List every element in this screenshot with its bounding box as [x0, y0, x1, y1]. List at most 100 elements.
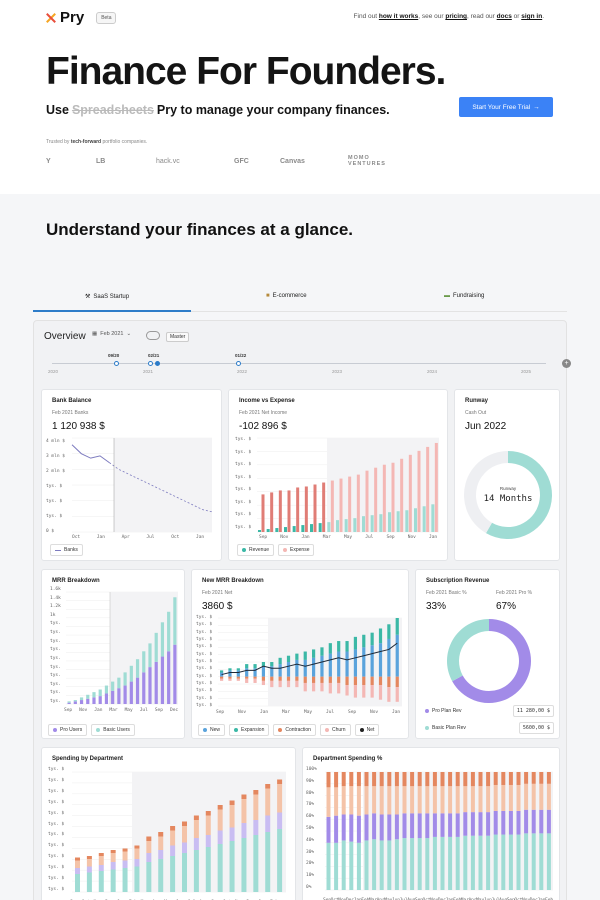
y-tick-label: tys. $ — [48, 821, 65, 827]
subscription-revenue-card: Subscription Revenue Feb 2021 Basic % Fe… — [415, 569, 560, 739]
department-bar-segment — [146, 841, 152, 853]
tab-ecommerce[interactable]: ■ E-commerce — [266, 293, 307, 299]
department-bar-segment — [75, 857, 80, 861]
department-percent-segment — [463, 772, 468, 787]
tab-fundraising[interactable]: ▬ Fundraising — [444, 293, 484, 299]
donut-label: Runway — [499, 486, 517, 491]
y-tick-label: 0% — [306, 885, 312, 890]
department-bar-segment — [98, 856, 104, 865]
department-percent-segment — [455, 813, 460, 837]
nav-links: Find out how it works, see our pricing, … — [354, 13, 544, 20]
pro-users-bar — [104, 693, 109, 704]
add-milestone-button[interactable]: + — [562, 359, 571, 368]
x-tick-label: Nov — [522, 898, 530, 900]
nav-text: , see our — [418, 13, 444, 20]
timeline-marker[interactable] — [148, 361, 153, 366]
legend-item[interactable]: Pro Users — [48, 724, 88, 736]
department-percent-segment — [486, 812, 491, 836]
date-picker[interactable]: ▦ Feb 2021 ⌄ — [92, 331, 131, 337]
x-tick-label: Jul — [365, 535, 374, 540]
department-bar-segment — [277, 812, 283, 829]
expense-bar — [330, 480, 334, 532]
churn-bar — [328, 682, 332, 694]
y-tick-label: tys. $ — [46, 484, 63, 489]
contraction-bar — [261, 676, 266, 681]
x-tick-label: Sep — [64, 708, 73, 713]
y-tick-label: tys. $ — [48, 843, 65, 849]
master-badge[interactable]: Master — [166, 332, 190, 342]
expense-bar — [296, 487, 300, 532]
docs-link[interactable]: docs — [496, 13, 512, 20]
toggle-icon[interactable] — [146, 331, 160, 340]
card-value: 33% — [426, 601, 447, 612]
legend-item[interactable]: Net — [354, 724, 380, 736]
tab-saas-startup[interactable]: ⚒ SaaS Startup — [85, 293, 129, 301]
legend-row[interactable]: Basic Plan Rev 5600,00 $ — [422, 721, 554, 735]
legend-row[interactable]: Pro Plan Rev 11 280,00 $ — [422, 704, 554, 718]
legend-item[interactable]: Basic Users — [91, 724, 135, 736]
department-percent-segment — [364, 814, 369, 841]
beta-badge: Beta — [96, 11, 117, 24]
timeline-marker[interactable] — [114, 361, 119, 366]
legend-item[interactable]: Revenue — [237, 544, 275, 556]
department-percent-segment — [425, 838, 430, 890]
department-bar-segment — [277, 829, 283, 892]
legend-item[interactable]: Expansion — [229, 724, 270, 736]
department-bar-segment — [265, 815, 271, 832]
y-tick-label: 1.6k — [50, 587, 61, 592]
department-percent-segment — [501, 834, 506, 890]
y-tick-label: tys. $ — [48, 810, 65, 816]
y-tick-label: tys. — [50, 690, 61, 696]
department-percent-segment — [531, 783, 536, 810]
y-tick-label: tys. $ — [48, 832, 65, 838]
y-tick-label: tys. $ — [48, 887, 65, 892]
department-bar-segment — [158, 850, 164, 859]
x-tick-label: Oct — [331, 898, 339, 900]
legend-label: Churn — [331, 727, 346, 733]
pricing-link[interactable]: pricing — [445, 13, 468, 20]
churn-bar — [312, 682, 316, 692]
trusted-post: portfolio companies. — [102, 139, 148, 145]
basic-users-bar — [135, 659, 140, 678]
revenue-bar — [284, 527, 287, 532]
start-free-trial-button[interactable]: Start Your Free Trial → — [459, 97, 553, 117]
pro-users-bar — [86, 698, 90, 704]
legend-item[interactable]: New — [198, 724, 226, 736]
expansion-bar — [261, 662, 266, 667]
legend-item[interactable]: Churn — [319, 724, 351, 736]
timeline-marker[interactable] — [236, 361, 241, 366]
department-bar-segment — [217, 809, 223, 831]
legend-item[interactable]: Expense — [278, 544, 315, 556]
sign-in-link[interactable]: sign in — [521, 13, 543, 20]
department-percent-segment — [394, 814, 399, 840]
timeline-marker-current[interactable] — [155, 361, 160, 366]
y-tick-label: tys. — [50, 647, 61, 653]
department-percent-segment — [524, 809, 529, 834]
department-percent-segment — [539, 809, 544, 834]
x-tick-label: Sep — [415, 898, 423, 900]
hero-title: Finance For Founders. — [46, 50, 446, 93]
department-percent-segment — [341, 786, 346, 815]
legend-item[interactable]: Banks — [50, 544, 83, 556]
department-bar-segment — [122, 860, 128, 868]
department-bar-segment — [253, 794, 259, 820]
department-percent-segment — [455, 836, 460, 890]
x-tick-label: Jan — [196, 535, 205, 540]
expense-bar — [391, 462, 395, 532]
pro-users-bar — [167, 651, 171, 704]
revenue-bar — [310, 524, 313, 532]
card-value: 3860 $ — [202, 601, 233, 612]
contraction-bar — [236, 676, 240, 679]
department-percent-segment — [524, 783, 529, 810]
logo[interactable]: Pry Beta — [46, 9, 117, 26]
contraction-bar — [328, 676, 332, 683]
legend-item[interactable]: Contraction — [273, 724, 316, 736]
how-it-works-link[interactable]: how it works — [378, 13, 419, 20]
department-percent-segment — [463, 812, 468, 836]
y-tick-label: tys. $ — [196, 666, 213, 672]
x-tick-label: Nov — [238, 710, 247, 715]
y-tick-label: tys. $ — [235, 462, 252, 468]
basic-users-bar — [86, 694, 90, 699]
department-percent-segment — [516, 834, 521, 890]
department-percent-segment — [539, 772, 544, 784]
